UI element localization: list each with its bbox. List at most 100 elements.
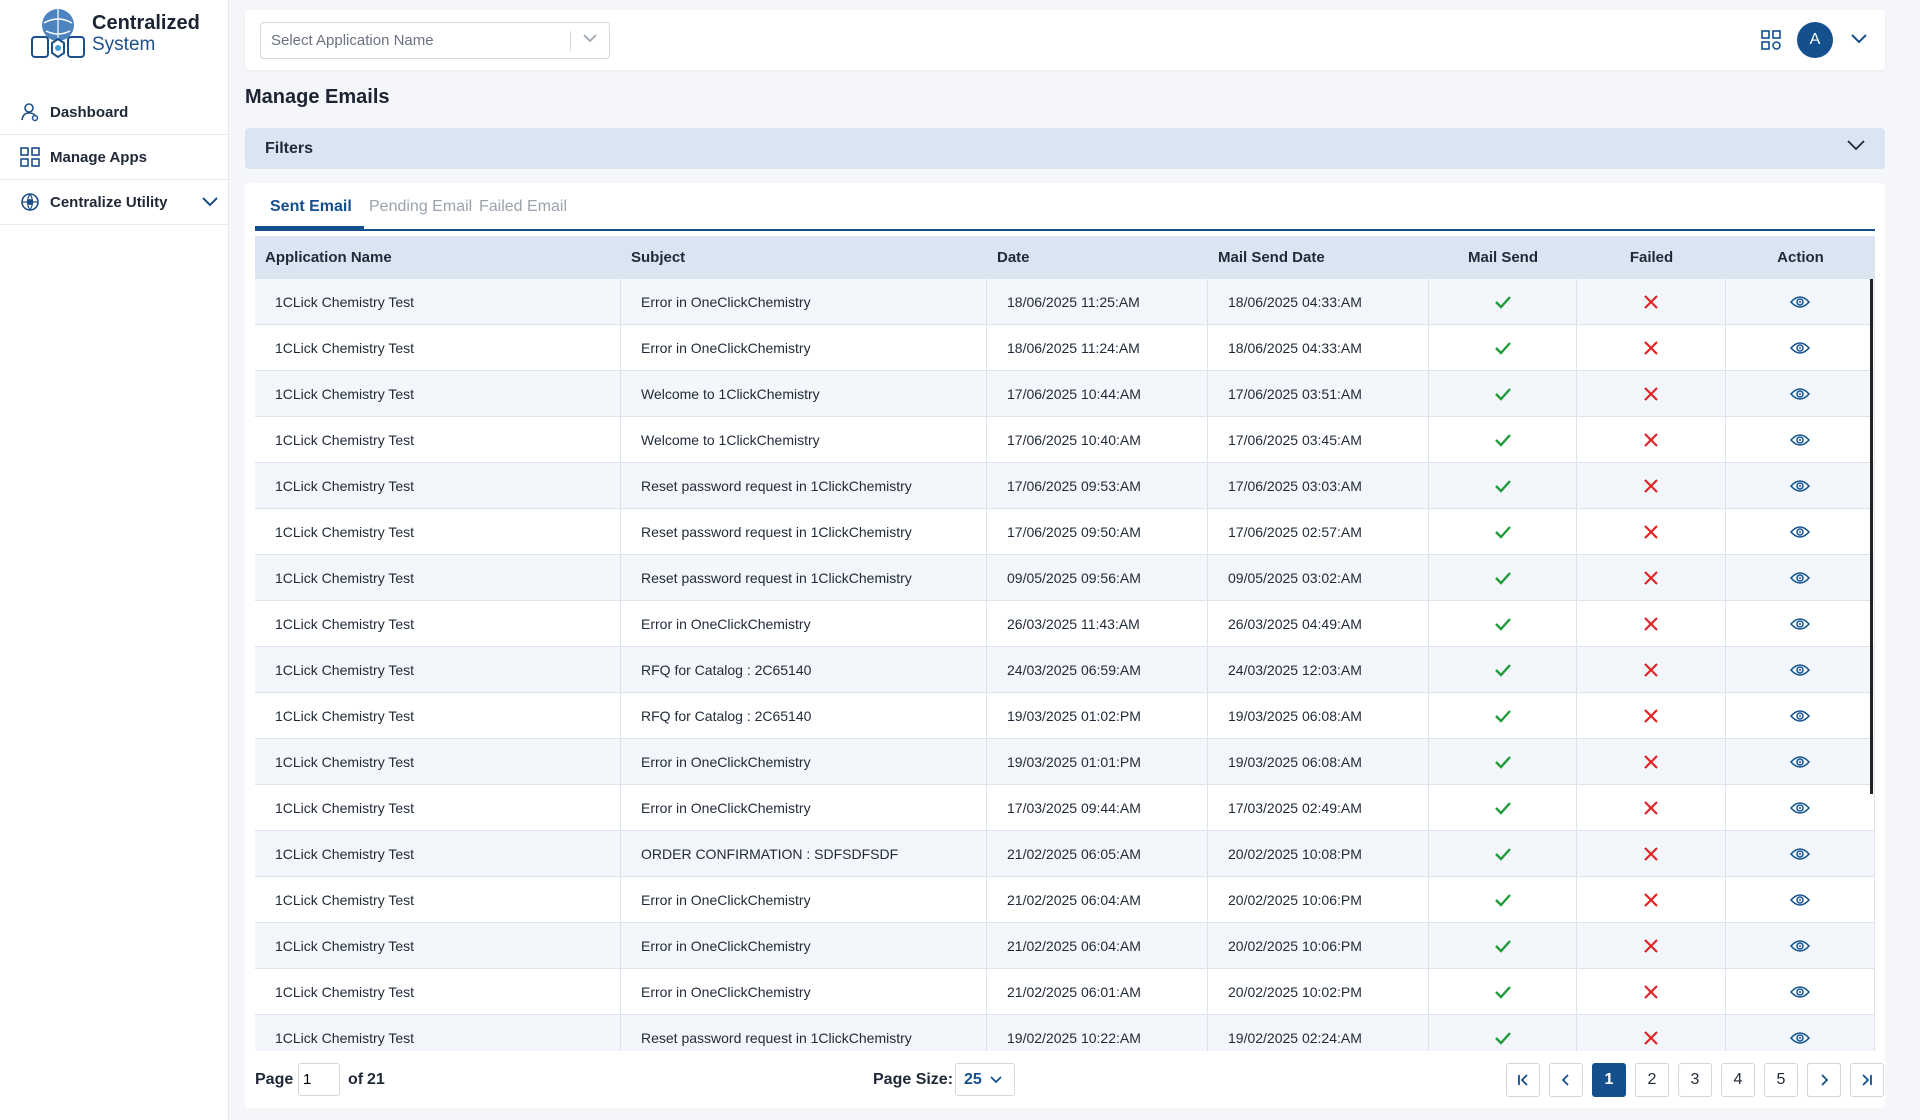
table-row: 1CLick Chemistry Test Welcome to 1ClickCh… bbox=[255, 370, 1875, 417]
tab-failed-email[interactable]: Failed Email bbox=[479, 198, 568, 215]
filters-accordion[interactable]: Filters bbox=[245, 128, 1885, 169]
chevron-down-icon[interactable] bbox=[583, 34, 597, 43]
view-email-button[interactable] bbox=[1726, 416, 1875, 463]
cross-icon bbox=[1644, 478, 1658, 493]
tab-sent-email[interactable]: Sent Email bbox=[270, 198, 352, 215]
view-email-button[interactable] bbox=[1726, 462, 1875, 509]
view-email-button[interactable] bbox=[1726, 508, 1875, 555]
apps-switcher-icon[interactable] bbox=[1761, 30, 1781, 50]
cell-date: 19/03/2025 01:01:PM bbox=[987, 738, 1208, 785]
view-email-button[interactable] bbox=[1726, 738, 1875, 785]
email-tabs: Sent Email Pending Email Failed Email bbox=[255, 183, 1875, 231]
page-size-select[interactable]: 25 bbox=[955, 1063, 1015, 1096]
eye-icon[interactable] bbox=[1790, 479, 1810, 493]
page-button-5[interactable]: 5 bbox=[1764, 1063, 1798, 1097]
application-select-placeholder: Select Application Name bbox=[271, 32, 434, 49]
eye-icon[interactable] bbox=[1790, 341, 1810, 355]
eye-icon[interactable] bbox=[1790, 571, 1810, 585]
eye-icon[interactable] bbox=[1790, 663, 1810, 677]
view-email-button[interactable] bbox=[1726, 784, 1875, 831]
cross-icon bbox=[1644, 938, 1658, 953]
column-header-failed[interactable]: Failed bbox=[1629, 249, 1674, 266]
chevron-down-icon[interactable] bbox=[1851, 34, 1867, 44]
sidebar-item-dashboard[interactable]: Dashboard bbox=[0, 90, 228, 135]
eye-icon[interactable] bbox=[1790, 617, 1810, 631]
page-button-2[interactable]: 2 bbox=[1635, 1063, 1669, 1097]
view-email-button[interactable] bbox=[1726, 600, 1875, 647]
logo-icon bbox=[28, 5, 88, 63]
tab-pending-email[interactable]: Pending Email bbox=[369, 198, 473, 215]
column-header-mail-send[interactable]: Mail Send bbox=[1467, 249, 1538, 266]
cell-application-name: 1CLick Chemistry Test bbox=[255, 416, 621, 463]
view-email-button[interactable] bbox=[1726, 278, 1875, 325]
avatar[interactable]: A bbox=[1797, 22, 1833, 58]
sidebar-item-centralize-utility[interactable]: Centralize Utility bbox=[0, 180, 228, 225]
view-email-button[interactable] bbox=[1726, 324, 1875, 371]
page-number-input[interactable] bbox=[298, 1063, 340, 1096]
check-icon bbox=[1494, 663, 1511, 677]
eye-icon[interactable] bbox=[1790, 387, 1810, 401]
sidebar-item-label: Dashboard bbox=[50, 103, 129, 121]
sidebar-item-manage-apps[interactable]: Manage Apps bbox=[0, 135, 228, 180]
eye-icon[interactable] bbox=[1790, 847, 1810, 861]
application-select[interactable]: Select Application Name bbox=[260, 22, 610, 59]
column-header-date[interactable]: Date bbox=[997, 249, 1030, 266]
page-button-4[interactable]: 4 bbox=[1721, 1063, 1755, 1097]
eye-icon[interactable] bbox=[1790, 295, 1810, 309]
top-bar: Select Application Name A bbox=[245, 10, 1885, 70]
first-page-button[interactable] bbox=[1506, 1063, 1540, 1097]
view-email-button[interactable] bbox=[1726, 554, 1875, 601]
cross-icon bbox=[1644, 846, 1658, 861]
chevron-down-icon[interactable] bbox=[202, 197, 218, 207]
view-email-button[interactable] bbox=[1726, 876, 1875, 923]
cell-subject: Error in OneClickChemistry bbox=[621, 738, 987, 785]
view-email-button[interactable] bbox=[1726, 1014, 1875, 1051]
view-email-button[interactable] bbox=[1726, 968, 1875, 1015]
cell-failed bbox=[1577, 876, 1726, 923]
cross-icon bbox=[1644, 616, 1658, 631]
chevron-down-icon[interactable] bbox=[1847, 140, 1865, 151]
cell-subject: Reset password request in 1ClickChemistr… bbox=[621, 462, 987, 509]
app-logo[interactable]: Centralized System bbox=[0, 0, 228, 68]
eye-icon[interactable] bbox=[1790, 709, 1810, 723]
cross-icon bbox=[1644, 984, 1658, 999]
cell-failed bbox=[1577, 922, 1726, 969]
cell-date: 17/03/2025 09:44:AM bbox=[987, 784, 1208, 831]
eye-icon[interactable] bbox=[1790, 1031, 1810, 1045]
eye-icon[interactable] bbox=[1790, 801, 1810, 815]
eye-icon[interactable] bbox=[1790, 939, 1810, 953]
eye-icon[interactable] bbox=[1790, 433, 1810, 447]
view-email-button[interactable] bbox=[1726, 646, 1875, 693]
eye-icon[interactable] bbox=[1790, 985, 1810, 999]
view-email-button[interactable] bbox=[1726, 692, 1875, 739]
eye-icon[interactable] bbox=[1790, 525, 1810, 539]
column-header-subject[interactable]: Subject bbox=[631, 249, 686, 266]
check-icon bbox=[1494, 709, 1511, 723]
cell-application-name: 1CLick Chemistry Test bbox=[255, 738, 621, 785]
table-scrollbar[interactable] bbox=[1870, 279, 1873, 794]
table-row: 1CLick Chemistry Test Reset password requ… bbox=[255, 508, 1875, 555]
last-page-button[interactable] bbox=[1850, 1063, 1884, 1097]
column-header-application-name[interactable]: Application Name bbox=[265, 249, 392, 266]
eye-icon[interactable] bbox=[1790, 755, 1810, 769]
page-button-3[interactable]: 3 bbox=[1678, 1063, 1712, 1097]
cell-application-name: 1CLick Chemistry Test bbox=[255, 646, 621, 693]
view-email-button[interactable] bbox=[1726, 922, 1875, 969]
pagination: Page of 21 Page Size: 25 1 2 3 4 5 bbox=[255, 1063, 1884, 1097]
cell-mail-send bbox=[1429, 278, 1577, 325]
emails-panel: Sent Email Pending Email Failed Email Ap… bbox=[245, 183, 1885, 1108]
eye-icon[interactable] bbox=[1790, 893, 1810, 907]
check-icon bbox=[1494, 571, 1511, 585]
cell-date: 17/06/2025 09:53:AM bbox=[987, 462, 1208, 509]
table-row: 1CLick Chemistry Test Error in OneClickCh… bbox=[255, 278, 1875, 325]
column-header-mail-send-date[interactable]: Mail Send Date bbox=[1218, 249, 1325, 266]
cell-date: 17/06/2025 10:40:AM bbox=[987, 416, 1208, 463]
sidebar-item-label: Centralize Utility bbox=[50, 193, 168, 211]
cell-failed bbox=[1577, 462, 1726, 509]
next-page-button[interactable] bbox=[1807, 1063, 1841, 1097]
view-email-button[interactable] bbox=[1726, 830, 1875, 877]
view-email-button[interactable] bbox=[1726, 370, 1875, 417]
table-row: 1CLick Chemistry Test RFQ for Catalog : 2… bbox=[255, 692, 1875, 739]
page-button-1[interactable]: 1 bbox=[1592, 1063, 1626, 1097]
prev-page-button[interactable] bbox=[1549, 1063, 1583, 1097]
